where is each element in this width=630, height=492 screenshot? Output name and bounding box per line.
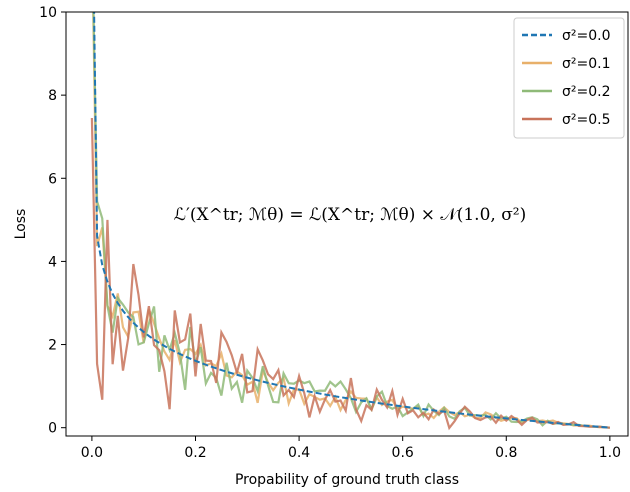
- ticks-layer: 0.0 0.2 0.4 0.6 0.8 1.0 0 2 4 6 8 10: [39, 5, 621, 461]
- plot-frame: [65, 11, 629, 437]
- y-tick-label-4: 8: [48, 88, 57, 104]
- x-tick-label-1: 0.2: [184, 445, 206, 461]
- y-tick-label-3: 6: [48, 171, 57, 187]
- legend: σ²=0.0 σ²=0.1 σ²=0.2 σ²=0.5: [513, 17, 625, 139]
- series-layer: [90, 12, 610, 431]
- x-axis-label: Propability of ground truth class: [235, 472, 459, 488]
- formula-annotation: ℒ′(X^tr; ℳθ) = ℒ(X^tr; ℳθ) × 𝒩(1.0, σ²): [174, 205, 527, 225]
- y-axis-label: Loss: [13, 209, 29, 240]
- series-line-3: [90, 117, 610, 431]
- x-tick-label-4: 0.8: [495, 445, 517, 461]
- x-tick-label-5: 1.0: [599, 445, 621, 461]
- legend-label-0: σ²=0.0: [562, 28, 610, 44]
- y-tick-label-1: 2: [48, 338, 57, 354]
- x-tick-label-0: 0.0: [81, 445, 103, 461]
- x-tick-label-2: 0.4: [288, 445, 310, 461]
- y-tick-label-0: 0: [48, 421, 57, 437]
- legend-label-3: σ²=0.5: [562, 112, 610, 128]
- y-tick-label-2: 4: [48, 254, 57, 270]
- y-tick-label-5: 10: [39, 5, 57, 21]
- series-line-0: [93, 12, 610, 429]
- legend-label-1: σ²=0.1: [562, 56, 610, 72]
- legend-label-2: σ²=0.2: [562, 84, 610, 100]
- legend-box: [513, 17, 625, 139]
- x-tick-label-3: 0.6: [392, 445, 414, 461]
